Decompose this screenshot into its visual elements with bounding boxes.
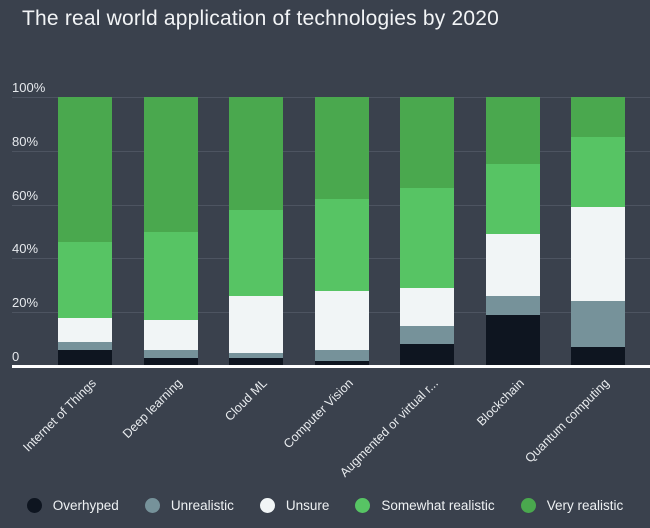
bar-segment[interactable] [485, 296, 540, 315]
bar-segment[interactable] [485, 234, 540, 297]
bar-segment[interactable] [314, 97, 369, 200]
legend-label: Very realistic [546, 498, 624, 513]
bar-segment[interactable] [400, 97, 454, 189]
bar-segment[interactable] [143, 357, 198, 366]
bar-segment[interactable] [229, 296, 283, 353]
legend-label: Somewhat realistic [381, 498, 495, 513]
y-axis-label: 60% [12, 187, 39, 203]
bar-segment[interactable] [314, 290, 369, 350]
bar-segment[interactable] [571, 207, 625, 302]
bar-segment[interactable] [58, 349, 112, 366]
bar-segment[interactable] [229, 357, 283, 366]
x-axis-line [12, 365, 650, 368]
chart-title: The real world application of technologi… [22, 7, 499, 30]
bar-segment[interactable] [400, 325, 454, 345]
legend-item[interactable]: Unsure [259, 498, 330, 513]
bar-segment[interactable] [571, 137, 625, 208]
bar-segment[interactable] [58, 317, 112, 342]
bar-segment[interactable] [571, 347, 625, 366]
bar-segment[interactable] [143, 231, 198, 321]
y-axis-label: 0 [12, 349, 20, 364]
legend: Overhyped Unrealistic Unsure Somewhat reali… [0, 498, 650, 513]
bar-segment[interactable] [485, 97, 540, 165]
bar-segment[interactable] [314, 199, 369, 291]
bar-segment[interactable] [571, 97, 625, 138]
bar-segment[interactable] [143, 349, 198, 358]
bar-segment[interactable] [400, 188, 454, 288]
bar-segment[interactable] [400, 344, 454, 366]
bar-segment[interactable] [229, 209, 283, 297]
bar-segment[interactable] [58, 97, 112, 243]
bar-segment[interactable] [143, 97, 198, 232]
legend-marker-icon [520, 498, 536, 513]
y-axis-label: 100% [12, 80, 46, 95]
legend-item[interactable]: Overhyped [26, 498, 119, 513]
y-axis-label: 40% [12, 241, 39, 257]
bar-segment[interactable] [143, 320, 198, 350]
legend-label: Unsure [285, 498, 330, 513]
legend-marker-icon [26, 498, 42, 513]
bar-segment[interactable] [58, 242, 112, 318]
legend-marker-icon [355, 498, 371, 513]
bar-segment[interactable] [485, 164, 540, 235]
bar-segment[interactable] [400, 287, 454, 326]
legend-label: Unrealistic [170, 498, 234, 513]
y-axis-label: 20% [12, 295, 39, 311]
legend-item[interactable]: Very realistic [520, 498, 624, 513]
bar-segment[interactable] [485, 314, 540, 366]
y-axis-label: 80% [12, 133, 39, 149]
legend-item[interactable]: Somewhat realistic [355, 498, 495, 513]
bar-segment[interactable] [229, 97, 283, 210]
legend-marker-icon [259, 498, 275, 513]
bar-segment[interactable] [571, 301, 625, 348]
legend-item[interactable]: Unrealistic [144, 498, 234, 513]
bar-segment[interactable] [314, 360, 369, 366]
legend-marker-icon [144, 498, 160, 513]
bar-segment[interactable] [58, 341, 112, 350]
legend-label: Overhyped [52, 498, 119, 513]
bar-segment[interactable] [229, 352, 283, 358]
bar-segment[interactable] [314, 349, 369, 361]
